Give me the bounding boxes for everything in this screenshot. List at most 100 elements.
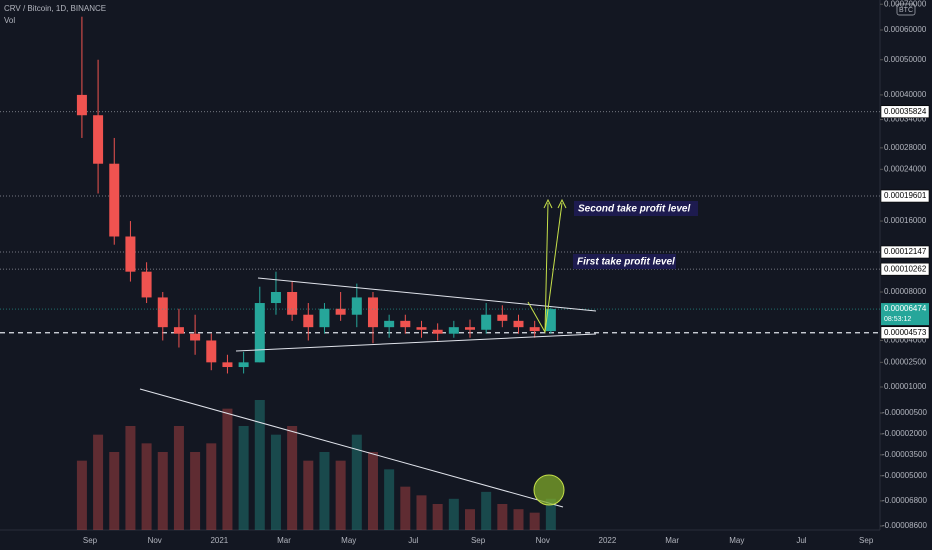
price-tag xyxy=(880,189,930,203)
candle-body xyxy=(190,333,201,341)
volume-bar xyxy=(513,509,524,530)
volume-bar xyxy=(481,491,492,530)
volume-bar xyxy=(351,434,362,530)
y-tick-label: 0.00008000 xyxy=(884,287,927,296)
candle-body xyxy=(481,314,492,330)
candle-body xyxy=(157,297,168,328)
annotation-box xyxy=(574,201,698,216)
currency-label[interactable]: BTC xyxy=(899,7,913,14)
price-tag xyxy=(880,245,930,259)
y-tick-label: 0.00004000 xyxy=(884,336,927,345)
annotation: Second take profit level xyxy=(578,204,690,215)
y2-tick-label: -0.00008600 xyxy=(882,521,927,530)
volume-bar xyxy=(416,495,427,530)
candle-body xyxy=(384,320,395,328)
candle-body xyxy=(432,329,443,334)
candle-body xyxy=(141,271,152,298)
volume-bar xyxy=(141,443,152,530)
chart-title: CRV / Bitcoin, 1D, BINANCE xyxy=(4,4,106,13)
candle-body xyxy=(545,309,556,332)
volume-bar xyxy=(238,426,249,530)
y-tick-label: 0.00070000 xyxy=(884,0,927,8)
countdown: 08:53:12 xyxy=(884,316,911,323)
volume-bar xyxy=(190,452,201,530)
x-tick-label: Jul xyxy=(408,536,418,545)
volume-bar xyxy=(222,408,233,530)
x-tick-label: Sep xyxy=(83,536,98,545)
volume-label: Vol xyxy=(4,16,15,25)
candle-body xyxy=(400,320,411,328)
x-tick-label: Mar xyxy=(665,536,679,545)
y2-tick-label: -0.00003500 xyxy=(882,450,927,459)
candle-body xyxy=(416,327,427,330)
volume-bar xyxy=(464,509,475,530)
price-tag-label: 0.00019601 xyxy=(884,191,927,200)
candle-body xyxy=(125,236,136,272)
candle-body xyxy=(448,327,459,334)
current-price-label: 0.00006474 xyxy=(884,304,927,313)
volume-bar xyxy=(319,452,330,530)
volume-bar xyxy=(254,400,265,530)
candle-body xyxy=(319,308,330,328)
price-tag xyxy=(880,326,930,340)
x-tick-label: Mar xyxy=(277,536,291,545)
y2-tick-label: -0.00006800 xyxy=(882,496,927,505)
candle-body xyxy=(254,303,265,363)
drawings: Second take profit level First take prof… xyxy=(139,198,698,508)
candle-body xyxy=(367,297,378,328)
candle-body xyxy=(76,94,87,116)
y-tick-label: 0.00024000 xyxy=(884,164,927,173)
volume-bar xyxy=(93,434,104,530)
y-tick-label: 0.00050000 xyxy=(884,55,927,64)
y2-tick-label: -0.00000500 xyxy=(882,408,927,417)
volume-bar xyxy=(497,504,508,530)
volume-trendline xyxy=(139,388,564,508)
price-tag-label: 0.00004573 xyxy=(884,328,927,337)
x-tick-label: Sep xyxy=(471,536,486,545)
upper-trendline xyxy=(257,277,597,312)
volume-bar xyxy=(448,498,459,530)
volume-bar xyxy=(432,504,443,530)
x-tick-label: May xyxy=(341,536,356,545)
price-tag xyxy=(880,105,930,119)
candle-body xyxy=(238,362,249,368)
candle-body xyxy=(497,314,508,321)
y-tick-label: 0.00040000 xyxy=(884,90,927,99)
candle-body xyxy=(222,362,233,368)
volume-bar xyxy=(157,452,168,530)
annotation: First take profit level xyxy=(577,257,675,268)
candle-body xyxy=(529,327,540,332)
x-tick-label: Jul xyxy=(796,536,806,545)
y-tick-label: 0.00060000 xyxy=(884,25,927,34)
arrow-head xyxy=(557,198,567,209)
x-tick-label: May xyxy=(729,536,744,545)
lower-trendline xyxy=(235,333,597,352)
candle-body xyxy=(287,291,298,315)
annotation-box xyxy=(573,254,676,269)
arrow-path xyxy=(544,202,563,333)
current-price-tag xyxy=(881,303,929,326)
candle-body xyxy=(270,291,281,304)
volume-bar xyxy=(173,426,184,530)
price-tag-label: 0.00035824 xyxy=(884,107,927,116)
candle-body xyxy=(464,327,475,330)
highlight-circle xyxy=(533,474,565,506)
candle-body xyxy=(303,314,314,328)
volume-bar xyxy=(303,460,314,530)
arrow-head xyxy=(543,198,553,209)
volume-bar xyxy=(287,426,298,530)
volume-bar xyxy=(384,469,395,530)
x-tick-label: Nov xyxy=(536,536,550,545)
volume-bar xyxy=(335,460,346,530)
candle-body xyxy=(173,327,184,334)
candle-body xyxy=(335,308,346,315)
volume-bar xyxy=(270,434,281,530)
y-tick-label: 0.00001000 xyxy=(884,382,927,391)
volume-bar xyxy=(529,512,540,530)
currency-badge[interactable] xyxy=(896,3,916,16)
y2-tick-label: -0.00005000 xyxy=(882,471,927,480)
y-tick-label: 0.00016000 xyxy=(884,216,927,225)
volume-bar xyxy=(367,452,378,530)
